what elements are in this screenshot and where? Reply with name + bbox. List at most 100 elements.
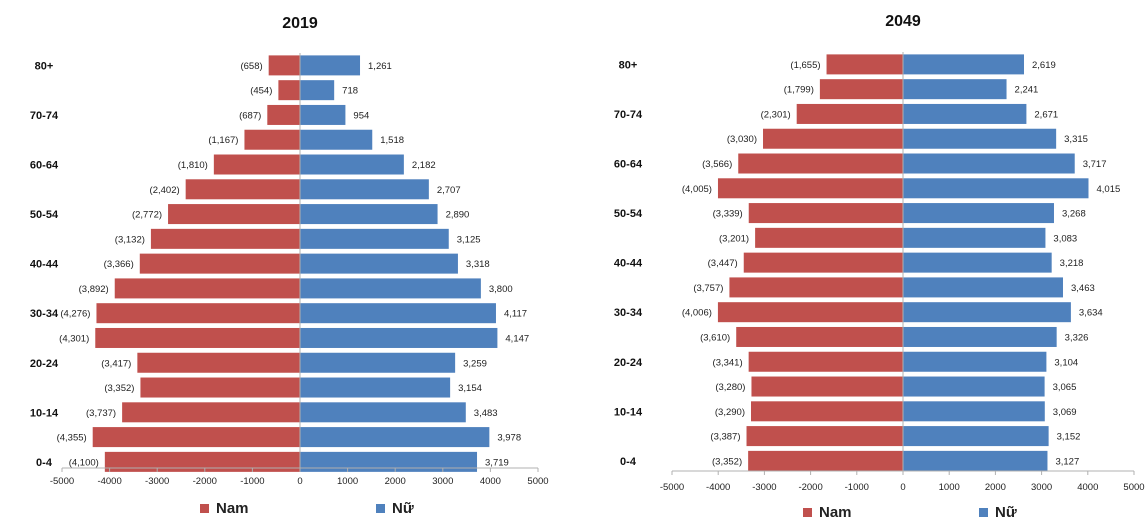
male-value-label: (3,610) [700, 332, 730, 343]
female-value-label: 2,182 [412, 160, 436, 171]
female-value-label: 3,154 [458, 383, 482, 394]
male-bar [751, 376, 903, 397]
female-bar [300, 427, 490, 448]
age-group-label: 10-14 [30, 407, 59, 419]
female-bar [300, 228, 449, 249]
male-bar [717, 302, 903, 323]
female-value-label: 3,152 [1057, 432, 1081, 443]
x-tick-label: 1000 [337, 476, 358, 487]
x-tick-label: -2000 [193, 476, 217, 487]
x-tick-label: 1000 [939, 482, 960, 493]
age-group-label: 10-14 [614, 406, 643, 418]
female-value-label: 2,241 [1015, 85, 1039, 96]
age-group-label: 50-54 [30, 209, 59, 221]
female-bar [300, 154, 404, 175]
female-value-label: 3,318 [466, 259, 490, 270]
female-bar [903, 203, 1054, 224]
male-value-label: (3,290) [715, 407, 745, 418]
male-value-label: (3,352) [712, 456, 742, 467]
male-value-label: (4,355) [57, 433, 87, 444]
male-value-label: (4,006) [682, 308, 712, 319]
male-bar [748, 351, 903, 372]
male-value-label: (4,005) [682, 184, 712, 195]
female-value-label: 3,104 [1054, 357, 1078, 368]
male-value-label: (4,301) [59, 333, 89, 344]
female-bar [300, 377, 451, 398]
female-value-label: 954 [353, 110, 369, 121]
male-bar [763, 128, 903, 149]
female-bar [300, 204, 438, 225]
female-bar [903, 351, 1047, 372]
age-group-label: 70-74 [614, 109, 643, 121]
female-bar [300, 253, 458, 274]
male-value-label: (3,892) [79, 284, 109, 295]
legend: Nam Nữ [200, 500, 414, 517]
male-bar [748, 203, 903, 224]
female-bar [903, 376, 1045, 397]
female-bar [903, 128, 1057, 149]
male-bar [213, 154, 300, 175]
male-value-label: (1,810) [178, 160, 208, 171]
female-bar [903, 227, 1046, 248]
chart-title: 2049 [885, 13, 921, 30]
male-value-label: (454) [250, 86, 272, 97]
female-bar [300, 104, 346, 125]
male-value-label: (3,030) [727, 134, 757, 145]
male-value-label: (658) [240, 61, 262, 72]
age-group-label: 0-4 [620, 456, 637, 468]
male-bar [751, 401, 903, 422]
male-value-label: (4,276) [60, 309, 90, 320]
x-tick-label: 4000 [480, 476, 501, 487]
male-value-label: (3,352) [104, 383, 134, 394]
x-tick-label: -3000 [145, 476, 169, 487]
male-bar [268, 55, 300, 76]
male-bar [96, 303, 300, 324]
male-bar [137, 352, 300, 373]
legend-swatch-nu [979, 508, 988, 517]
male-bar [748, 450, 903, 471]
age-group-label: 80+ [35, 60, 54, 72]
male-bar [114, 278, 300, 299]
male-value-label: (3,737) [86, 408, 116, 419]
female-bar [300, 129, 373, 150]
male-value-label: (3,366) [104, 259, 134, 270]
male-bar [755, 227, 903, 248]
female-value-label: 3,634 [1079, 308, 1103, 319]
male-bar [717, 178, 903, 199]
female-bar [903, 252, 1052, 273]
x-tick-label: -2000 [798, 482, 822, 493]
x-tick-label: 0 [297, 476, 302, 487]
female-bar [300, 327, 498, 348]
female-bar [903, 103, 1027, 124]
legend-label-nu: Nữ [995, 504, 1017, 521]
female-value-label: 2,890 [446, 210, 470, 221]
male-bar [743, 252, 903, 273]
male-value-label: (1,167) [208, 135, 238, 146]
female-value-label: 3,315 [1064, 134, 1088, 145]
female-value-label: 3,125 [457, 234, 481, 245]
x-tick-label: 5000 [1123, 482, 1144, 493]
x-tick-label: 2000 [385, 476, 406, 487]
age-group-label: 30-34 [30, 308, 59, 320]
male-bar [278, 80, 300, 101]
female-value-label: 2,707 [437, 185, 461, 196]
age-group-label: 0-4 [36, 457, 53, 469]
female-bar [300, 303, 496, 324]
female-bar [903, 450, 1048, 471]
male-bar [736, 326, 903, 347]
female-bar [300, 55, 361, 76]
x-tick-label: -5000 [50, 476, 74, 487]
male-value-label: (2,402) [150, 185, 180, 196]
male-bar [738, 153, 903, 174]
x-tick-label: 4000 [1077, 482, 1098, 493]
female-bar [903, 302, 1071, 323]
legend-label-nu: Nữ [392, 500, 414, 517]
female-value-label: 3,463 [1071, 283, 1095, 294]
female-value-label: 3,069 [1053, 407, 1077, 418]
female-value-label: 3,268 [1062, 209, 1086, 220]
female-bar [903, 426, 1049, 447]
male-value-label: (3,757) [693, 283, 723, 294]
x-tick-label: -4000 [97, 476, 121, 487]
